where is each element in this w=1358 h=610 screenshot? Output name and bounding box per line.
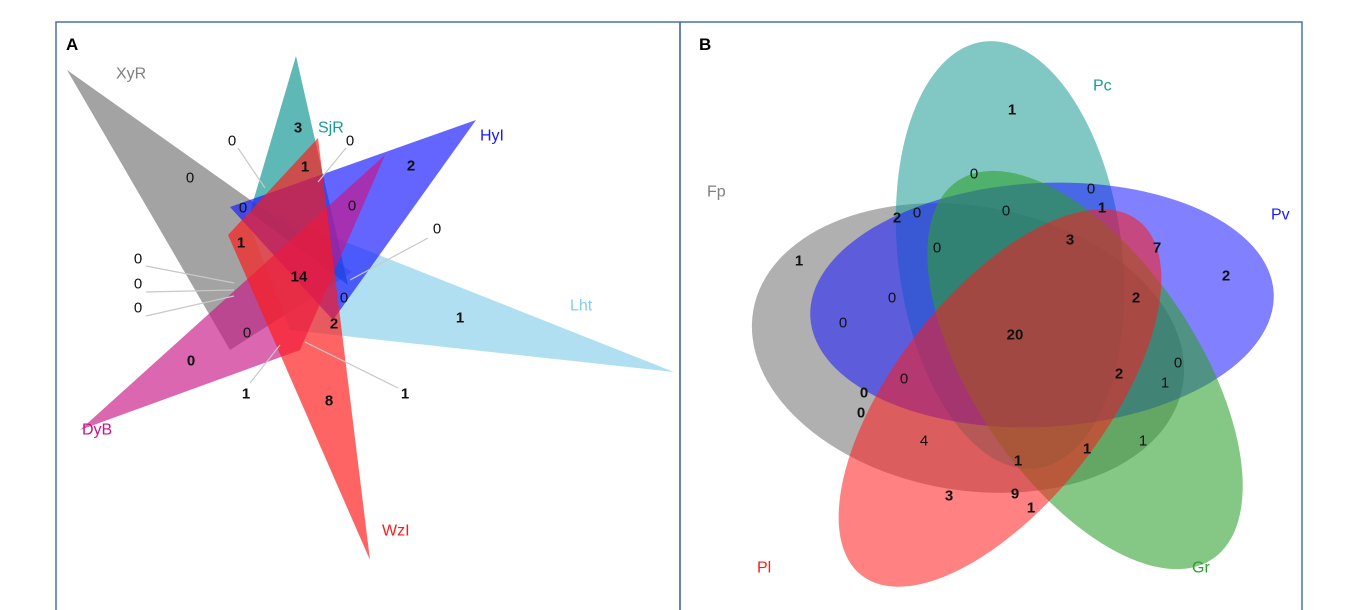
region-count: 14 bbox=[291, 269, 308, 286]
set-label-sjr: SjR bbox=[318, 120, 344, 137]
region-count: 0 bbox=[346, 133, 354, 150]
region-count: 0 bbox=[857, 405, 865, 422]
region-count: 1 bbox=[237, 235, 245, 252]
region-count: 0 bbox=[134, 251, 142, 268]
region-count: 0 bbox=[913, 205, 921, 222]
region-count: 1 bbox=[1083, 441, 1091, 458]
region-count: 3 bbox=[1066, 232, 1074, 249]
set-label-dyb: DyB bbox=[82, 422, 112, 439]
leader-line bbox=[145, 289, 235, 293]
region-count: 1 bbox=[401, 386, 409, 403]
region-count: 0 bbox=[340, 290, 348, 307]
panel-b: B Fp Pc Pv Pl Gr 1 0 0 1 2 0 0 0 3 7 1 0… bbox=[679, 21, 1303, 610]
panel-a: A XyR SjR HyI Lht DyB WzI 3 1 0 0 0 2 0 … bbox=[55, 21, 681, 610]
region-count: 0 bbox=[239, 200, 247, 217]
panel-b-frame bbox=[679, 21, 1303, 610]
set-label-pc: Pc bbox=[1093, 78, 1112, 95]
region-count: 0 bbox=[888, 290, 896, 307]
region-count: 0 bbox=[228, 133, 236, 150]
region-count: 20 bbox=[1007, 327, 1024, 344]
region-count: 0 bbox=[348, 198, 356, 215]
set-label-pv: Pv bbox=[1271, 207, 1290, 224]
region-count: 2 bbox=[1222, 268, 1230, 285]
set-label-pl: Pl bbox=[757, 560, 771, 577]
region-count: 0 bbox=[1002, 203, 1010, 220]
region-count: 1 bbox=[301, 159, 309, 176]
region-count: 3 bbox=[294, 120, 302, 137]
leader-line bbox=[349, 237, 429, 281]
leader-line bbox=[317, 147, 347, 183]
region-count: 1 bbox=[1161, 375, 1169, 392]
region-count: 0 bbox=[134, 276, 142, 293]
region-count: 0 bbox=[243, 325, 251, 342]
set-label-hyi: HyI bbox=[480, 128, 504, 145]
region-count: 1 bbox=[1008, 102, 1016, 119]
region-count: 0 bbox=[1087, 181, 1095, 198]
set-pl-shape bbox=[838, 209, 1162, 587]
region-count: 1 bbox=[1098, 200, 1106, 217]
region-count: 4 bbox=[920, 433, 928, 450]
region-count: 8 bbox=[325, 393, 333, 410]
panel-a-letter: A bbox=[66, 35, 78, 54]
set-label-xyr: XyR bbox=[116, 66, 146, 83]
region-count: 1 bbox=[456, 310, 464, 327]
leader-line bbox=[145, 265, 235, 284]
leader-line bbox=[145, 295, 235, 317]
region-count: 2 bbox=[330, 316, 338, 333]
region-count: 0 bbox=[433, 221, 441, 238]
panel-b-letter: B bbox=[699, 35, 711, 54]
region-count: 0 bbox=[860, 385, 868, 402]
region-count: 3 bbox=[945, 488, 953, 505]
region-count: 1 bbox=[242, 386, 250, 403]
region-count: 7 bbox=[1153, 240, 1161, 257]
set-label-fp: Fp bbox=[707, 184, 726, 201]
region-count: 2 bbox=[1115, 366, 1123, 383]
region-count: 9 bbox=[1011, 486, 1019, 503]
set-label-lht: Lht bbox=[570, 298, 593, 315]
region-count: 2 bbox=[893, 210, 901, 227]
region-count: 0 bbox=[933, 240, 941, 257]
set-wzi-shape bbox=[228, 138, 370, 560]
region-count: 0 bbox=[186, 170, 194, 187]
region-count: 2 bbox=[407, 158, 415, 175]
region-count: 1 bbox=[1014, 453, 1022, 470]
region-count: 0 bbox=[970, 166, 978, 183]
region-count: 0 bbox=[900, 371, 908, 388]
region-count: 0 bbox=[839, 315, 847, 332]
leader-line bbox=[237, 147, 266, 189]
region-count: 2 bbox=[1132, 290, 1140, 307]
set-label-gr: Gr bbox=[1192, 560, 1210, 577]
leader-line bbox=[249, 344, 281, 384]
region-count: 0 bbox=[187, 353, 195, 370]
region-count: 1 bbox=[1027, 500, 1035, 517]
region-count: 0 bbox=[134, 300, 142, 317]
set-label-wzi: WzI bbox=[382, 523, 410, 540]
region-count: 1 bbox=[1139, 433, 1147, 450]
region-count: 1 bbox=[795, 253, 803, 270]
region-count: 0 bbox=[1174, 355, 1182, 372]
leader-line bbox=[304, 341, 399, 389]
